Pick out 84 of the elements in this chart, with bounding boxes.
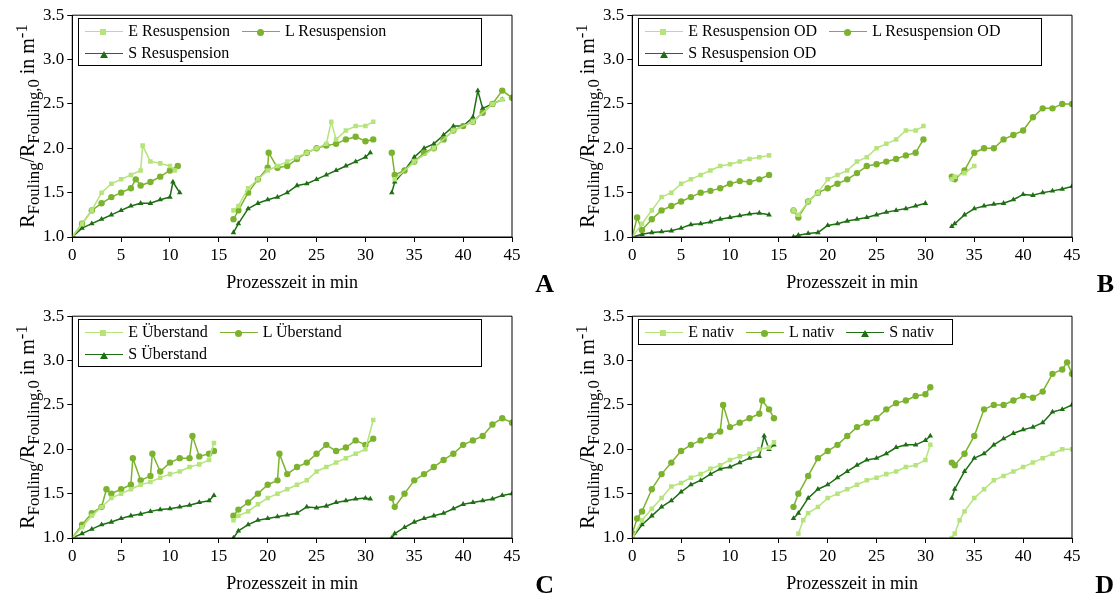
x-tick-label: 15 (210, 244, 228, 264)
legend-label: S Überstand (128, 345, 207, 364)
x-tick-label: 0 (628, 244, 637, 264)
x-tick-label: 45 (1063, 244, 1081, 264)
x-tick-label: 20 (259, 545, 277, 565)
y-tick-label: 1.5 (43, 182, 65, 202)
legend-label: S nativ (889, 323, 935, 342)
legend-label: L Resuspension (285, 22, 387, 41)
legend-label: L Resuspension OD (872, 22, 1001, 41)
x-tick-label: 35 (405, 244, 423, 264)
y-tick-label: 1.5 (603, 483, 625, 503)
text: C (535, 570, 554, 600)
x-tick-label: 15 (770, 244, 788, 264)
x-tick-label: 20 (259, 244, 277, 264)
legend-label: S Resuspension OD (688, 44, 817, 63)
x-tick-label: 20 (819, 244, 837, 264)
text: B (1096, 269, 1114, 299)
y-tick-label: 1.5 (43, 483, 65, 503)
x-tick-label: 45 (503, 244, 521, 264)
x-tick-label: 10 (721, 244, 739, 264)
y-tick-label: 1.0 (43, 527, 65, 547)
x-tick-label: 40 (1014, 244, 1032, 264)
x-tick-label: 35 (965, 244, 983, 264)
legend-label: E Überstand (128, 323, 208, 342)
x-tick-label: 5 (116, 545, 126, 565)
x-tick-label: 30 (356, 244, 374, 264)
y-tick-label: 1.0 (603, 226, 625, 246)
x-axis-title: Prozesszeit in min (226, 572, 359, 593)
x-tick-label: 5 (676, 244, 686, 264)
x-tick-label: 40 (1014, 545, 1032, 565)
y-tick-label: 1.0 (43, 226, 65, 246)
x-tick-label: 35 (965, 545, 983, 565)
x-tick-label: 20 (819, 545, 837, 565)
legend-label: L Überstand (262, 323, 342, 342)
y-tick-label: 2.5 (603, 394, 625, 414)
x-tick-label: 30 (356, 545, 374, 565)
y-tick-label: 2.5 (603, 93, 625, 113)
x-tick-label: 25 (868, 244, 886, 264)
y-tick-label: 1.0 (603, 527, 625, 547)
y-tick-label: 3.5 (43, 305, 65, 325)
y-tick-label: 2.0 (43, 137, 65, 157)
y-tick-label: 2.5 (43, 93, 65, 113)
x-tick-label: 30 (916, 545, 934, 565)
x-tick-label: 30 (916, 244, 934, 264)
y-tick-label: 3.0 (43, 350, 65, 370)
legend-label: E nativ (688, 323, 735, 342)
y-tick-label: 3.0 (603, 49, 625, 69)
x-tick-label: 10 (161, 244, 179, 264)
x-tick-label: 10 (161, 545, 179, 565)
y-tick-label: 2.5 (43, 394, 65, 414)
y-tick-label: 3.5 (603, 4, 625, 24)
y-tick-label: 1.5 (603, 182, 625, 202)
legend-label: E Resuspension OD (688, 22, 818, 41)
legend-label: E Resuspension (128, 22, 231, 41)
x-tick-label: 45 (1063, 545, 1081, 565)
x-tick-label: 15 (770, 545, 788, 565)
text: A (535, 269, 554, 299)
x-tick-label: 40 (454, 545, 472, 565)
y-tick-label: 3.0 (43, 49, 65, 69)
x-axis-title: Prozesszeit in min (786, 271, 919, 292)
x-tick-label: 15 (210, 545, 228, 565)
x-tick-label: 5 (116, 244, 126, 264)
x-tick-label: 25 (868, 545, 886, 565)
y-tick-label: 3.0 (603, 350, 625, 370)
y-tick-label: 3.5 (603, 305, 625, 325)
x-tick-label: 10 (721, 545, 739, 565)
x-tick-label: 35 (405, 545, 423, 565)
x-axis-title: Prozesszeit in min (786, 572, 919, 593)
x-tick-label: 5 (676, 545, 686, 565)
y-tick-label: 2.0 (603, 438, 625, 458)
x-tick-label: 0 (68, 545, 77, 565)
legend-label: S Resuspension (128, 44, 230, 63)
x-axis-title: Prozesszeit in min (226, 271, 359, 292)
y-tick-label: 2.0 (603, 137, 625, 157)
text: D (1095, 570, 1114, 600)
y-tick-label: 3.5 (43, 4, 65, 24)
x-tick-label: 45 (503, 545, 521, 565)
x-tick-label: 40 (454, 244, 472, 264)
y-tick-label: 2.0 (43, 438, 65, 458)
x-tick-label: 0 (628, 545, 637, 565)
x-tick-label: 0 (68, 244, 77, 264)
x-tick-label: 25 (308, 244, 326, 264)
x-tick-label: 25 (308, 545, 326, 565)
legend-label: L nativ (789, 323, 835, 342)
